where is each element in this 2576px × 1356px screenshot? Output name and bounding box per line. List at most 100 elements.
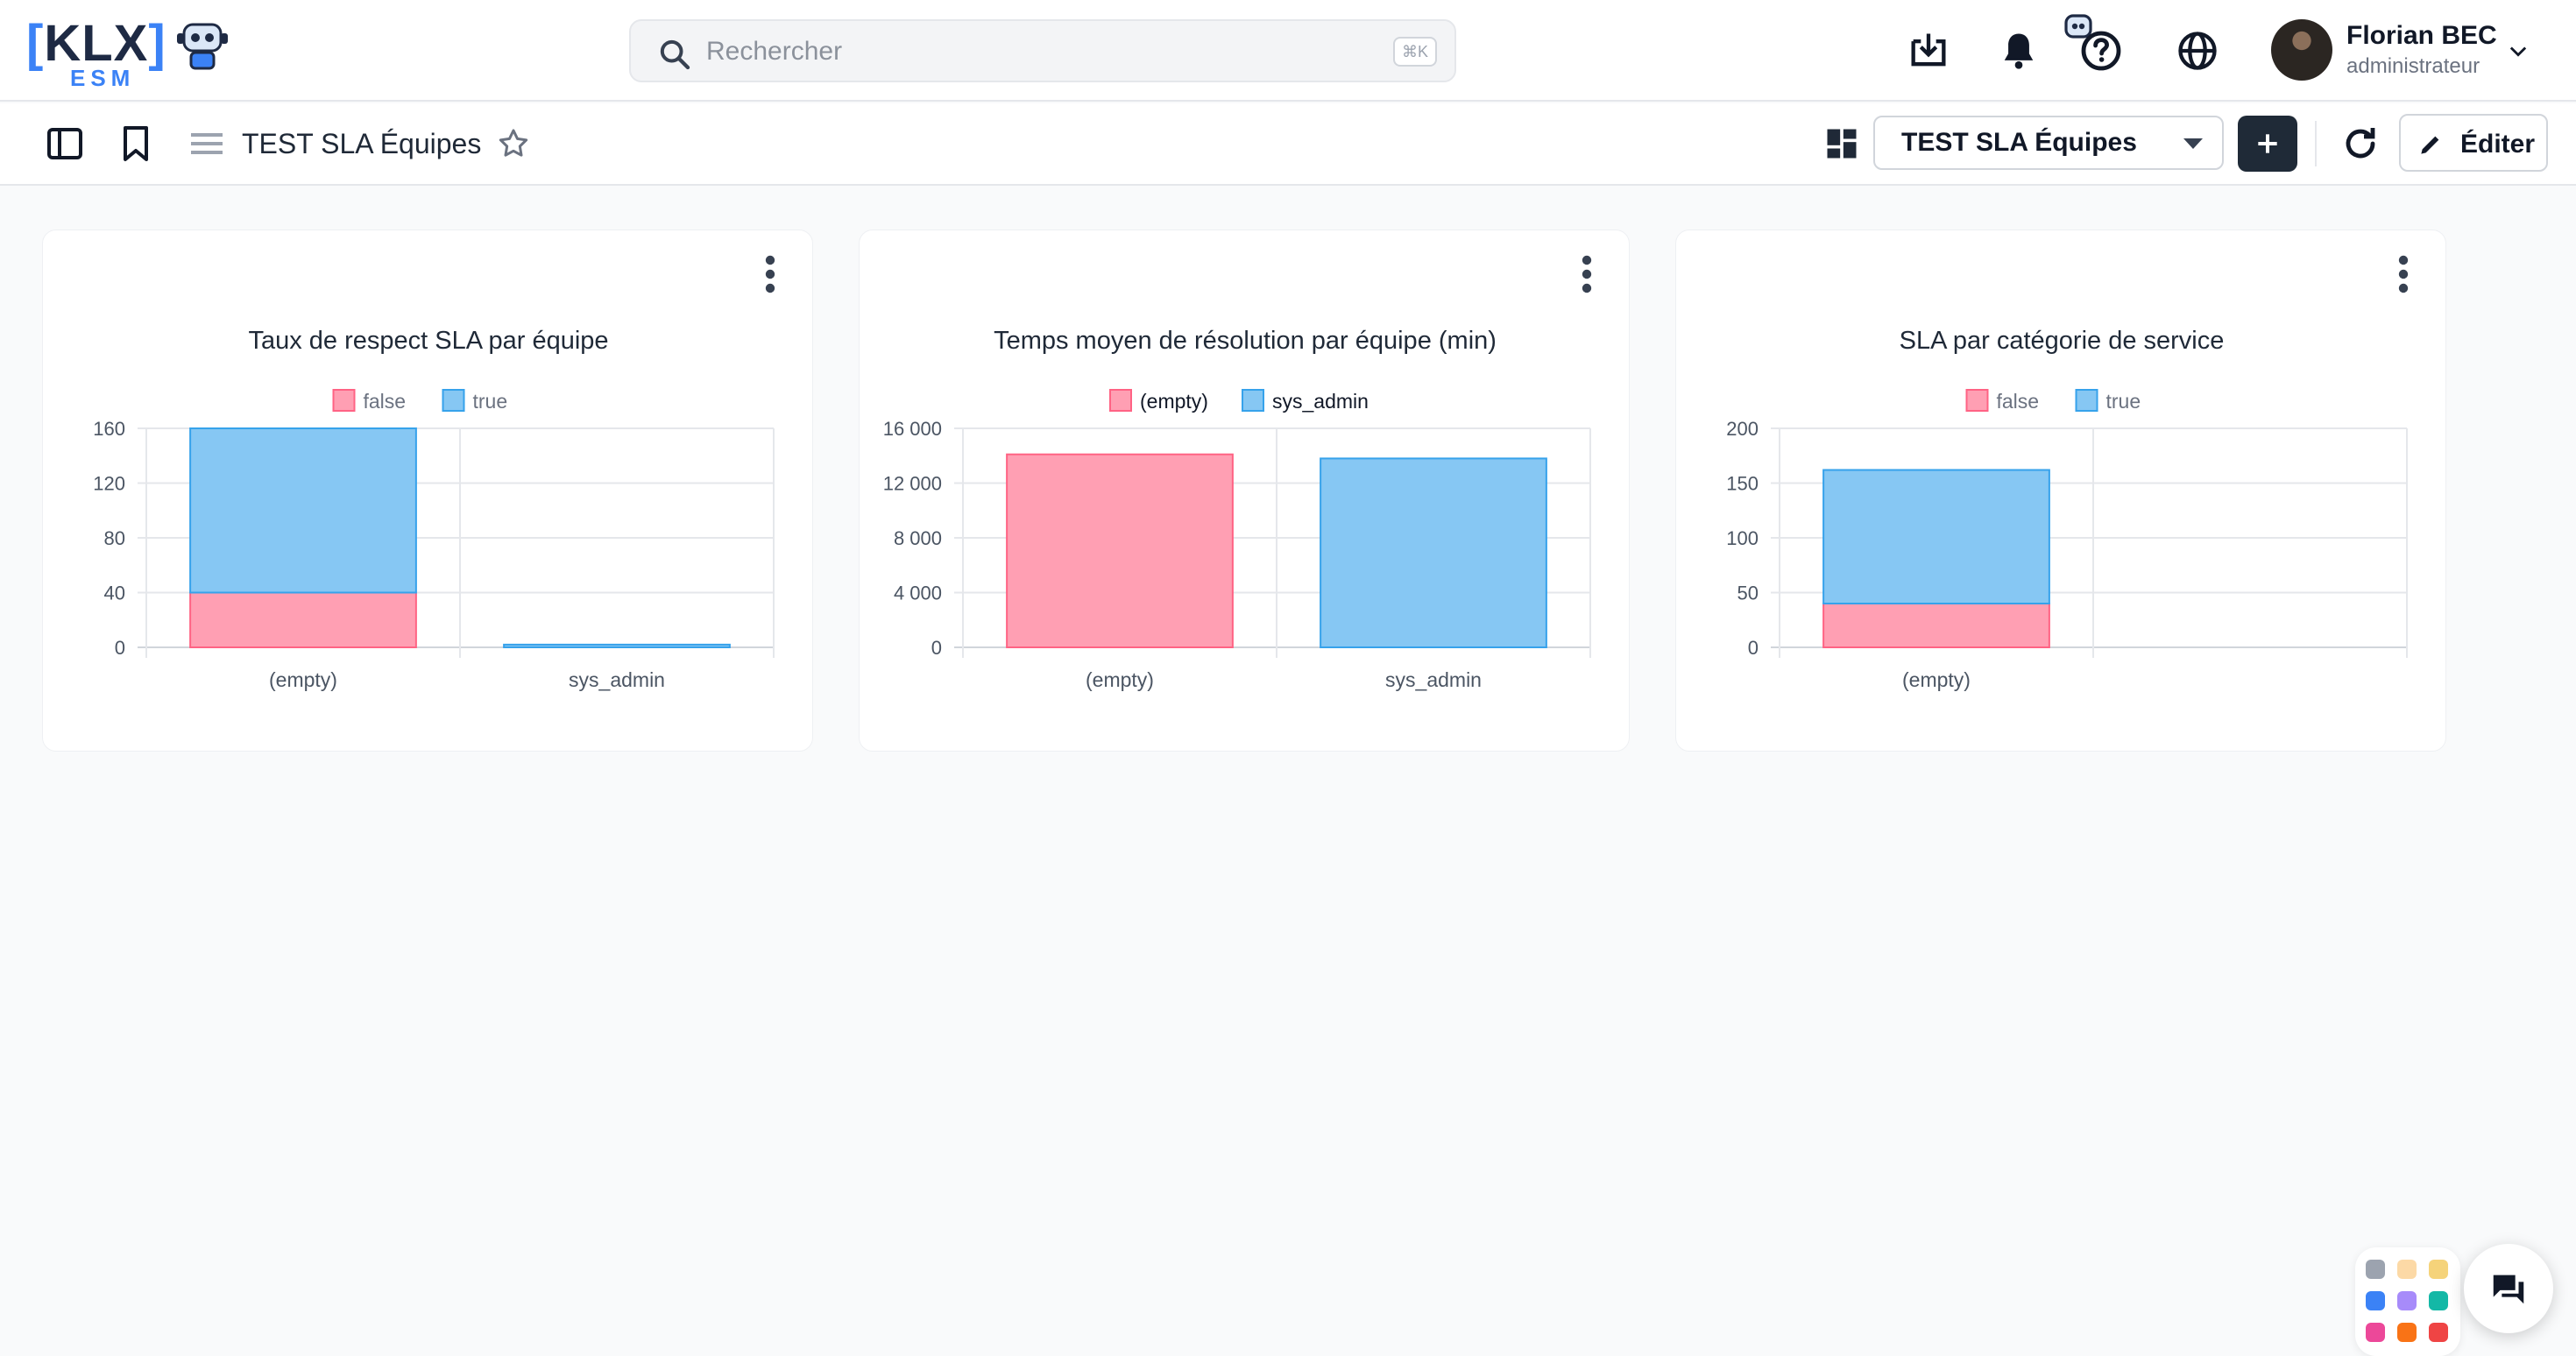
- app-icon[interactable]: [2397, 1260, 2417, 1279]
- y-tick-label: 12 000: [883, 473, 942, 495]
- app-icon[interactable]: [2397, 1291, 2417, 1310]
- y-tick-label: 0: [115, 637, 125, 659]
- more-vertical-icon[interactable]: [2393, 255, 2414, 293]
- bar[interactable]: [1006, 453, 1234, 648]
- add-widget-button[interactable]: [2238, 116, 2297, 172]
- y-tick-label: 16 000: [883, 418, 942, 440]
- y-tick-label: 200: [1726, 418, 1759, 440]
- chart-title: Taux de respect SLA par équipe: [248, 327, 608, 355]
- chart-title: SLA par catégorie de service: [1900, 327, 2225, 355]
- bar[interactable]: [1822, 469, 2050, 604]
- user-role: administrateur: [2346, 54, 2480, 78]
- legend-swatch: [1109, 389, 1132, 412]
- legend-label: false: [364, 390, 407, 413]
- x-tick-label: (empty): [269, 668, 337, 691]
- bell-icon[interactable]: [1996, 28, 2042, 74]
- edit-button-label: Éditer: [2460, 130, 2536, 159]
- legend-item[interactable]: true: [2075, 389, 2141, 413]
- search-input[interactable]: [706, 30, 1320, 74]
- legend-label: sys_admin: [1272, 390, 1369, 413]
- logo[interactable]: [KLX] ESM: [26, 15, 228, 91]
- top-bar: [KLX] ESM ⌘K Florian BEC: [0, 0, 2576, 102]
- app-icon[interactable]: [2429, 1291, 2448, 1310]
- chat-icon: [2493, 1275, 2524, 1304]
- x-tick-label: (empty): [1902, 668, 1971, 691]
- app-icon[interactable]: [2429, 1260, 2448, 1279]
- y-tick-label: 100: [1726, 527, 1759, 549]
- y-tick-label: 160: [93, 418, 125, 440]
- legend-item[interactable]: (empty): [1109, 389, 1208, 413]
- sidebar-toggle-icon[interactable]: [44, 123, 86, 165]
- avatar[interactable]: [2271, 19, 2332, 81]
- chart-sla-rate: Taux de respect SLA par équipe false true 0…: [93, 327, 775, 691]
- bar[interactable]: [1320, 457, 1547, 648]
- chart-card-sla-category: SLA par catégorie de service false true 0 50…: [1675, 230, 2446, 752]
- legend-item[interactable]: true: [442, 389, 508, 413]
- bookmark-icon[interactable]: [115, 123, 157, 165]
- dashboard-select-value: TEST SLA Équipes: [1901, 128, 2137, 157]
- legend-item[interactable]: sys_admin: [1242, 389, 1369, 413]
- bar[interactable]: [189, 591, 417, 648]
- dashboard-toolbar: TEST SLA Équipes TEST SLA Équipes Éditer: [0, 103, 2576, 186]
- legend-label: true: [473, 390, 508, 413]
- chart-card-sla-rate: Taux de respect SLA par équipe false true 0…: [42, 230, 813, 752]
- menu-icon[interactable]: [186, 123, 228, 165]
- y-tick-label: 8 000: [894, 527, 942, 549]
- page-title: TEST SLA Équipes: [242, 128, 482, 159]
- app-launcher[interactable]: [2355, 1247, 2460, 1356]
- chart-card-resolution-time: Temps moyen de résolution par équipe (mi…: [859, 230, 1630, 752]
- y-tick-label: 80: [104, 527, 125, 549]
- more-vertical-icon[interactable]: [1576, 255, 1597, 293]
- app-icon[interactable]: [2366, 1291, 2385, 1310]
- logo-text: KLX: [44, 15, 149, 72]
- legend-label: false: [1997, 390, 2040, 413]
- search-bar[interactable]: ⌘K: [629, 19, 1456, 82]
- legend-item[interactable]: false: [1965, 389, 2040, 413]
- logo-subtitle: ESM: [70, 65, 136, 91]
- search-shortcut: ⌘K: [1392, 37, 1437, 67]
- chart-resolution-time: Temps moyen de résolution par équipe (mi…: [883, 327, 1591, 691]
- user-name[interactable]: Florian BEC: [2346, 21, 2497, 50]
- y-tick-label: 120: [93, 473, 125, 495]
- chat-button[interactable]: [2464, 1244, 2553, 1333]
- chart-sla-category: SLA par catégorie de service false true 0 50…: [1726, 327, 2408, 691]
- app-icon[interactable]: [2397, 1323, 2417, 1342]
- y-tick-label: 40: [104, 583, 125, 604]
- x-tick-label: sys_admin: [569, 668, 665, 691]
- chart-title: Temps moyen de résolution par équipe (mi…: [994, 327, 1497, 355]
- app-icon[interactable]: [2429, 1323, 2448, 1342]
- legend-swatch: [1242, 389, 1264, 412]
- refresh-icon[interactable]: [2339, 123, 2381, 165]
- edit-button[interactable]: Éditer: [2399, 114, 2548, 172]
- plus-icon: [2258, 134, 2277, 153]
- download-icon[interactable]: [1906, 28, 1951, 74]
- legend-swatch: [442, 389, 465, 412]
- toolbar-divider: [2315, 121, 2317, 166]
- dashboard-grid-icon[interactable]: [1822, 124, 1861, 163]
- bar[interactable]: [503, 643, 731, 648]
- bar[interactable]: [1822, 603, 2050, 648]
- y-tick-label: 4 000: [894, 583, 942, 604]
- y-tick-label: 50: [1737, 583, 1759, 604]
- app-icon[interactable]: [2366, 1260, 2385, 1279]
- robot-help-icon[interactable]: [2061, 11, 2124, 74]
- y-tick-label: 0: [931, 637, 942, 659]
- x-tick-label: (empty): [1086, 668, 1154, 691]
- y-tick-label: 0: [1748, 637, 1759, 659]
- legend-label: true: [2106, 390, 2141, 413]
- legend-label: (empty): [1140, 390, 1208, 413]
- bar[interactable]: [189, 427, 417, 594]
- star-icon[interactable]: [496, 126, 531, 161]
- more-vertical-icon[interactable]: [760, 255, 781, 293]
- dashboard-select[interactable]: TEST SLA Équipes: [1873, 116, 2224, 170]
- globe-icon[interactable]: [2175, 28, 2220, 74]
- caret-down-icon: [2183, 138, 2203, 149]
- app-icon[interactable]: [2366, 1323, 2385, 1342]
- x-tick-label: sys_admin: [1385, 668, 1482, 691]
- legend-item[interactable]: false: [332, 389, 407, 413]
- pencil-icon: [2421, 136, 2439, 154]
- legend-swatch: [332, 389, 356, 412]
- y-tick-label: 150: [1726, 473, 1759, 495]
- robot-logo-icon: [177, 23, 228, 70]
- chevron-down-icon[interactable]: [2506, 39, 2530, 63]
